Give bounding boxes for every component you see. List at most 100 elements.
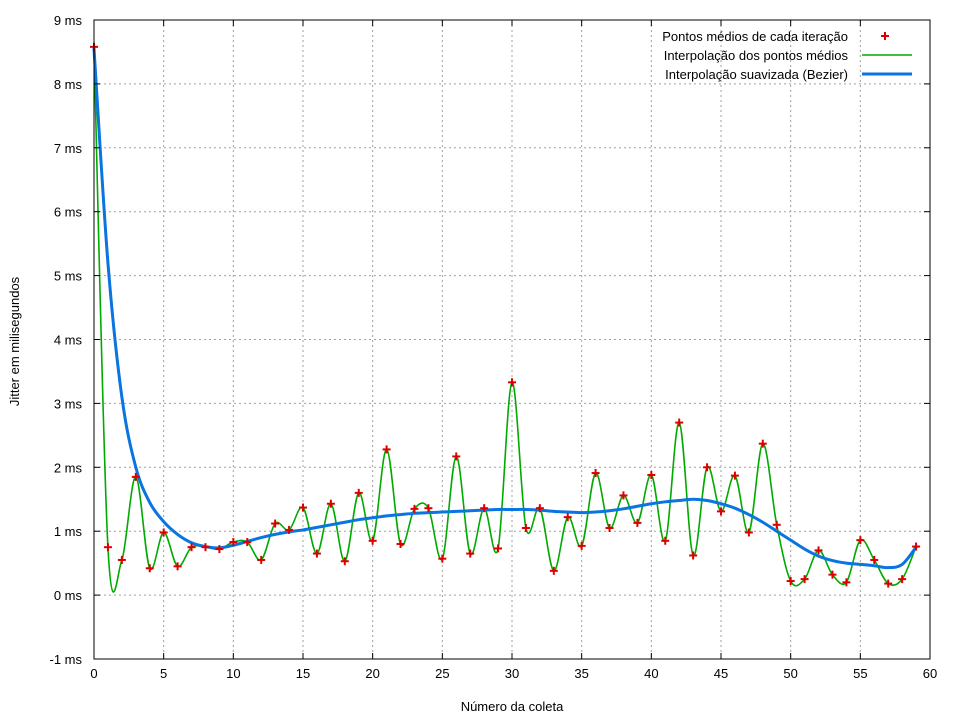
x-tick-label: 45 [714, 666, 728, 681]
x-tick-label: 25 [435, 666, 449, 681]
x-tick-labels: 0 5 10 15 20 25 30 35 40 45 50 55 60 [90, 666, 937, 681]
data-point [243, 538, 252, 547]
data-point [744, 528, 753, 537]
data-point [730, 471, 739, 480]
data-point [828, 570, 837, 579]
data-point [131, 472, 140, 481]
data-point [591, 469, 600, 478]
data-point [800, 575, 809, 584]
data-point [675, 418, 684, 427]
data-point [257, 555, 266, 564]
data-point [285, 525, 294, 534]
data-point [368, 536, 377, 545]
data-point [508, 378, 516, 387]
data-point [187, 543, 196, 552]
data-point [145, 564, 154, 573]
data-point [661, 536, 670, 545]
data-point [842, 578, 851, 587]
data-point [619, 491, 628, 500]
y-tick-label: 1 ms [54, 524, 83, 539]
series-points [90, 42, 921, 588]
data-point [410, 504, 419, 513]
data-point [856, 536, 865, 545]
data-point [717, 507, 725, 516]
y-tick-label: 6 ms [54, 205, 83, 220]
data-point [521, 524, 530, 533]
x-tick-label: 10 [226, 666, 240, 681]
y-tick-label: 2 ms [54, 460, 83, 475]
data-point [549, 566, 558, 575]
data-point [229, 538, 238, 547]
x-tick-label: 60 [923, 666, 937, 681]
data-point [884, 579, 893, 588]
data-point [159, 528, 168, 537]
x-tick-label: 35 [574, 666, 588, 681]
data-point [870, 555, 879, 564]
data-point [215, 545, 224, 554]
legend-label-bezier: Interpolação suavizada (Bezier) [665, 67, 848, 82]
data-point [647, 470, 656, 479]
data-point [340, 557, 349, 566]
data-point [786, 577, 795, 586]
data-point [466, 549, 475, 558]
data-point [382, 445, 391, 454]
legend-label-points: Pontos médios de cada iteração [662, 29, 848, 44]
data-point [173, 562, 182, 571]
data-point [772, 520, 781, 529]
data-point [689, 551, 698, 560]
y-tick-label: 0 ms [54, 588, 83, 603]
x-tick-label: 55 [853, 666, 867, 681]
data-point [452, 452, 461, 461]
data-point [577, 541, 586, 550]
data-point [563, 513, 572, 522]
y-tick-label: 4 ms [54, 333, 83, 348]
data-point [898, 575, 907, 584]
y-tick-label: -1 ms [50, 652, 83, 667]
data-point [480, 504, 489, 513]
data-point [299, 503, 307, 512]
y-axis-label: Jitter em milisegundos [7, 276, 22, 406]
x-axis-label: Número da coleta [461, 699, 564, 714]
legend-label-interpolation: Interpolação dos pontos médios [664, 48, 849, 63]
data-point [201, 543, 210, 552]
data-point [605, 524, 614, 533]
data-point [312, 549, 321, 558]
x-tick-label: 0 [90, 666, 97, 681]
ticks [93, 19, 931, 660]
data-point [326, 499, 335, 508]
y-tick-label: 9 ms [54, 13, 83, 28]
y-tick-label: 7 ms [54, 141, 83, 156]
data-point [354, 488, 363, 497]
y-tick-label: 8 ms [54, 77, 83, 92]
data-point [103, 543, 112, 552]
y-tick-label: 3 ms [54, 396, 83, 411]
data-point [703, 463, 712, 472]
legend: Pontos médios de cada iteração Interpola… [662, 29, 912, 82]
data-point [814, 546, 823, 555]
data-point [117, 555, 126, 564]
x-tick-label: 15 [296, 666, 310, 681]
x-tick-label: 20 [365, 666, 379, 681]
x-tick-label: 30 [505, 666, 519, 681]
data-point [424, 504, 433, 513]
legend-marker [881, 32, 889, 40]
y-tick-labels: -1 ms 0 ms 1 ms 2 ms 3 ms 4 ms 5 ms 6 ms 7 ms 8 m… [50, 13, 83, 667]
legend-swatch-points [881, 32, 889, 40]
y-tick-label: 5 ms [54, 269, 83, 284]
x-tick-label: 5 [160, 666, 167, 681]
grid [94, 20, 930, 659]
data-point [912, 542, 921, 551]
x-tick-label: 40 [644, 666, 658, 681]
data-point [535, 504, 544, 513]
data-point [633, 518, 642, 527]
data-point [494, 544, 503, 553]
x-tick-label: 50 [783, 666, 797, 681]
data-point [758, 439, 767, 448]
bezier-line [92, 47, 918, 570]
data-point [396, 539, 405, 548]
data-point [271, 519, 280, 528]
data-point [438, 554, 447, 563]
series-bezier [92, 47, 918, 570]
